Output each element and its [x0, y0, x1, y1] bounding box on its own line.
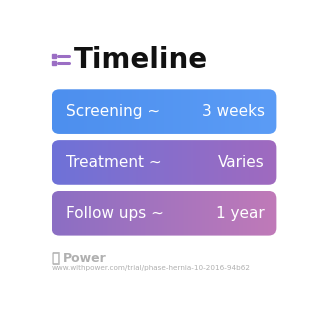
- Text: Varies: Varies: [218, 155, 265, 170]
- Text: 3 weeks: 3 weeks: [202, 104, 265, 119]
- Text: 1 year: 1 year: [216, 206, 265, 221]
- Text: www.withpower.com/trial/phase-hernia-10-2016-94b62: www.withpower.com/trial/phase-hernia-10-…: [52, 265, 251, 271]
- Text: ⛉: ⛉: [52, 252, 59, 265]
- Text: Timeline: Timeline: [74, 46, 208, 74]
- Text: ␧: ␧: [52, 252, 60, 266]
- Text: Power: Power: [63, 252, 107, 265]
- Text: Treatment ~: Treatment ~: [66, 155, 161, 170]
- Text: Follow ups ~: Follow ups ~: [66, 206, 164, 221]
- Text: Screening ~: Screening ~: [66, 104, 160, 119]
